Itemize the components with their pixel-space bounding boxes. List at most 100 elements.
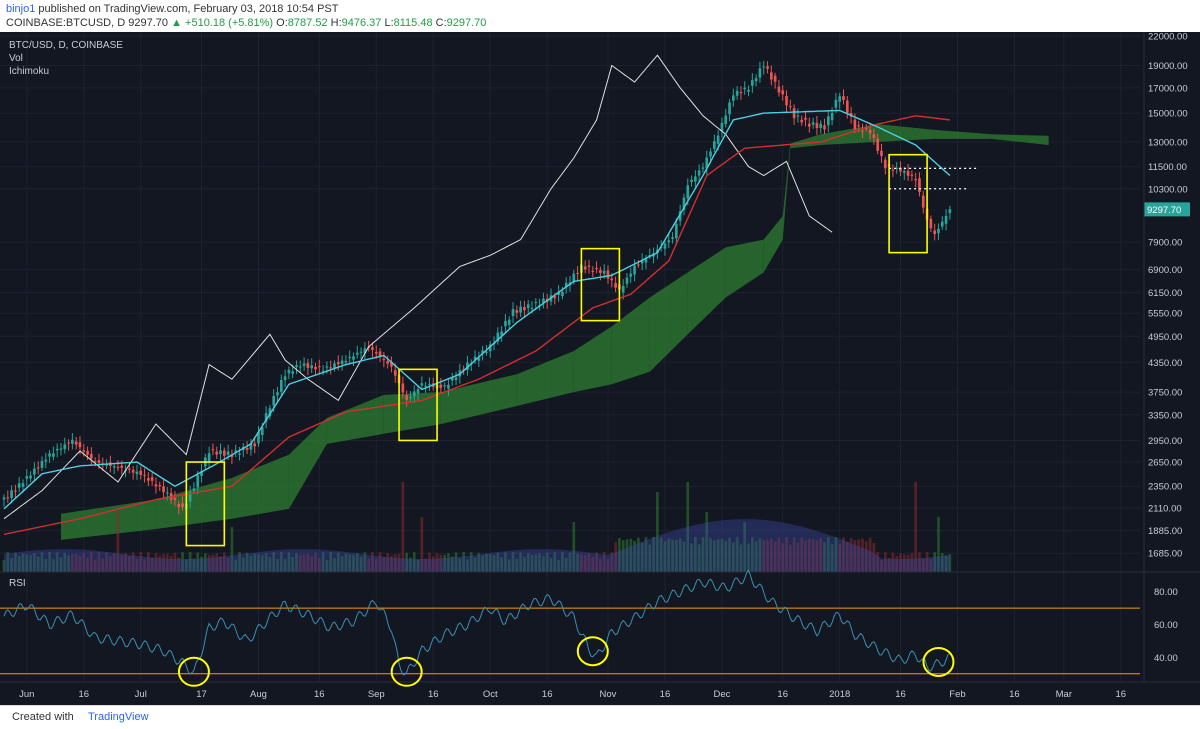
candle-body — [929, 218, 933, 229]
time-tick-label: 16 — [1116, 689, 1127, 700]
time-tick-label: Oct — [483, 689, 498, 700]
volume-bar — [602, 552, 606, 572]
candle-body — [735, 90, 739, 96]
volume-bar — [944, 555, 948, 572]
price-tick-label: 2950.00 — [1148, 436, 1182, 447]
volume-bar — [397, 553, 401, 572]
volume-bar — [830, 544, 834, 572]
time-tick-label: 16 — [314, 689, 325, 700]
candle-body — [450, 377, 454, 381]
candle-body — [71, 439, 74, 444]
volume-bar — [401, 482, 405, 572]
candle-body — [249, 443, 253, 450]
volume-bar — [192, 558, 196, 572]
candle-body — [507, 319, 511, 325]
volume-bar — [914, 482, 918, 572]
cloud-segment — [516, 351, 574, 407]
cloud-segment — [288, 417, 327, 509]
rsi-pane: 80.00 60.00 40.00 — [0, 569, 1178, 687]
volume-bar — [352, 554, 355, 572]
candle-body — [230, 454, 234, 458]
price-tick-label: 19000.00 — [1148, 61, 1188, 72]
candle-body — [52, 453, 55, 457]
volume-bar — [283, 558, 287, 572]
volume-bar — [71, 554, 74, 572]
volume-bar — [431, 556, 435, 572]
highlight-box — [888, 153, 928, 254]
volume-bar — [530, 554, 534, 572]
candle-body — [526, 304, 530, 309]
candle-body — [671, 237, 674, 239]
time-tick-label: 16 — [895, 689, 906, 700]
volume-bar — [462, 552, 465, 572]
candle-body — [222, 450, 226, 456]
candle-body — [902, 171, 906, 173]
cloud-segment — [383, 392, 441, 434]
candle-body — [439, 384, 443, 388]
price-tick-label: 7900.00 — [1148, 238, 1182, 249]
close-label: C: — [435, 17, 447, 29]
candle-body — [158, 485, 162, 487]
candle-body — [329, 367, 333, 369]
volume-bar — [393, 554, 397, 572]
volume-bar — [591, 556, 595, 572]
volume-bar — [940, 552, 944, 572]
volume-bar — [6, 552, 10, 572]
volume-bar — [67, 555, 70, 572]
candle-body — [82, 450, 86, 452]
candle-body — [842, 96, 845, 100]
volume-bar — [363, 552, 367, 572]
candle-body — [29, 475, 32, 479]
volume-bar — [101, 558, 105, 572]
last-price-tag — [1144, 202, 1190, 217]
cloud-segment — [326, 394, 384, 444]
tradingview-logo[interactable]: TradingView — [88, 711, 149, 723]
time-tick-label: Jul — [135, 689, 147, 700]
time-tick-label: 16 — [542, 689, 553, 700]
candle-body — [944, 215, 948, 224]
volume-bar — [188, 552, 192, 572]
volume-bar — [344, 553, 348, 572]
candle-body — [542, 298, 545, 303]
candle-body — [591, 270, 595, 272]
volume-bar — [845, 541, 849, 572]
candle-body — [55, 448, 59, 451]
open-label: O: — [276, 17, 288, 29]
volume-bar — [921, 558, 925, 572]
candle-body — [93, 461, 97, 463]
volume-bar — [675, 539, 678, 572]
candle-body — [880, 150, 883, 157]
price-tick-label: 6150.00 — [1148, 288, 1182, 299]
candle-body — [454, 377, 458, 380]
volume-bar — [629, 538, 633, 572]
volume-bar — [792, 537, 796, 572]
candle-body — [940, 221, 944, 227]
price-tick-label: 4950.00 — [1148, 332, 1182, 343]
volume-bar — [173, 552, 177, 572]
created-with-text: Created with — [12, 711, 74, 723]
candle-body — [412, 391, 416, 397]
volume-bar — [925, 552, 929, 572]
candle-body — [819, 123, 823, 128]
volume-bar — [891, 552, 895, 572]
candle-body — [781, 90, 785, 95]
volume-bar — [367, 558, 371, 572]
time-tick-label: 2018 — [829, 689, 850, 700]
volume-bar — [747, 543, 750, 572]
volume-bar — [659, 537, 663, 572]
candle-body — [485, 351, 488, 353]
cloud-segment — [687, 247, 726, 335]
volume-bar — [705, 512, 709, 572]
volume-bar — [477, 552, 481, 572]
cloud-segment — [231, 454, 289, 519]
candle-body — [333, 363, 336, 369]
volume-bar — [249, 555, 253, 572]
cloud-segment — [611, 297, 650, 385]
volume-bar — [910, 553, 914, 572]
volume-bar — [29, 555, 32, 572]
cloud-segment — [573, 326, 612, 393]
author-link[interactable]: binjo1 — [6, 3, 36, 15]
volume-bar — [63, 552, 67, 572]
volume-bar — [17, 556, 21, 572]
chart-canvas[interactable]: 22000.00 19000.00 17000.00 15000.00 13000.00… — [0, 32, 1200, 705]
